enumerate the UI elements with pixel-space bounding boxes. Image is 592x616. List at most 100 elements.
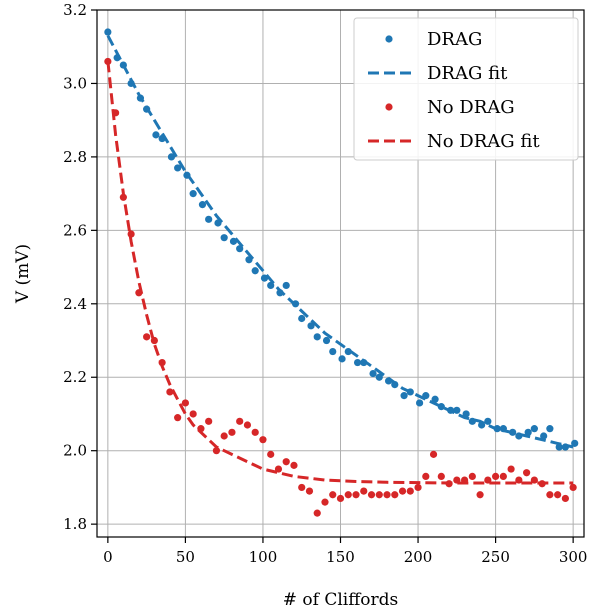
series-layer bbox=[104, 28, 579, 517]
no-drag-point bbox=[360, 487, 368, 495]
x-tick-label: 0 bbox=[103, 548, 113, 566]
x-tick-label: 300 bbox=[559, 548, 588, 566]
y-axis-label: V (mV) bbox=[13, 244, 33, 304]
no-drag-point bbox=[367, 491, 376, 499]
x-axis-label: # of Cliffords bbox=[283, 590, 399, 610]
legend-item-drag-fit: DRAG fit bbox=[368, 63, 508, 84]
no-drag-point bbox=[305, 487, 314, 495]
no-drag-point bbox=[530, 476, 538, 484]
drag-point bbox=[298, 314, 306, 323]
no-drag-point bbox=[515, 476, 523, 484]
drag-point bbox=[453, 406, 461, 414]
drag-point bbox=[431, 395, 439, 403]
no-drag-point bbox=[259, 436, 267, 444]
x-tick-label: 150 bbox=[326, 548, 355, 566]
no-drag-point bbox=[243, 421, 252, 429]
legend-label: DRAG bbox=[427, 29, 482, 50]
drag-point bbox=[540, 432, 548, 440]
drag-point bbox=[369, 369, 377, 378]
no-drag-point bbox=[406, 487, 414, 495]
no-drag-point bbox=[329, 491, 337, 499]
legend-label: No DRAG bbox=[427, 97, 515, 118]
no-drag-point bbox=[189, 410, 197, 418]
drag-point bbox=[571, 439, 579, 447]
drag-point bbox=[338, 355, 346, 363]
no-drag-point bbox=[313, 509, 321, 517]
no-drag-point bbox=[491, 472, 500, 481]
y-tick-label: 2.4 bbox=[63, 295, 87, 313]
legend-marker bbox=[385, 103, 393, 111]
no-drag-point bbox=[290, 461, 298, 469]
drag-point bbox=[198, 201, 207, 209]
y-tick-label: 2.2 bbox=[63, 368, 87, 386]
ticks: 0 50 100 150 200 250 300 1.8 2.0 2.2 2.4 2.6 2.8 3.0 3… bbox=[63, 1, 587, 566]
drag-point bbox=[415, 399, 424, 407]
no-drag-point bbox=[298, 483, 306, 492]
no-drag-point bbox=[344, 491, 352, 499]
drag-point bbox=[220, 234, 228, 242]
drag-point bbox=[104, 28, 112, 36]
no-drag-point bbox=[414, 483, 422, 492]
drag-point bbox=[174, 164, 182, 172]
no-drag-point bbox=[569, 483, 577, 492]
drag-point bbox=[329, 347, 337, 356]
drag-point bbox=[189, 190, 197, 198]
x-tick-label: 50 bbox=[176, 548, 195, 566]
no-drag-point bbox=[546, 491, 554, 499]
drag-point bbox=[313, 333, 321, 341]
no-drag-point bbox=[212, 447, 221, 455]
x-tick-label: 100 bbox=[249, 548, 278, 566]
no-drag-fit-line bbox=[106, 61, 574, 485]
no-drag-point bbox=[321, 498, 329, 506]
no-drag-point bbox=[391, 491, 399, 499]
y-tick-label: 3.2 bbox=[63, 1, 87, 19]
no-drag-point bbox=[375, 491, 383, 499]
no-drag-point bbox=[507, 465, 515, 473]
drag-point bbox=[167, 153, 176, 161]
no-drag-point bbox=[220, 432, 228, 440]
legend: DRAG DRAG fit No DRAG No DRAG fit bbox=[353, 17, 579, 161]
no-drag-point bbox=[554, 491, 562, 499]
y-tick-label: 3.0 bbox=[63, 74, 87, 92]
drag-point bbox=[530, 425, 538, 433]
y-tick-label: 2.0 bbox=[63, 442, 87, 460]
no-drag-point bbox=[205, 417, 213, 425]
drag-point bbox=[353, 358, 362, 367]
no-drag-point bbox=[174, 414, 182, 422]
no-drag-point bbox=[429, 450, 438, 458]
no-drag-point bbox=[422, 472, 430, 481]
y-tick-label: 2.8 bbox=[63, 148, 87, 166]
drag-point bbox=[462, 410, 470, 418]
legend-label: No DRAG fit bbox=[427, 131, 540, 152]
legend-item-no-drag-fit: No DRAG fit bbox=[368, 131, 540, 152]
legend-label: DRAG fit bbox=[427, 63, 508, 84]
no-drag-point bbox=[127, 230, 135, 238]
drag-point bbox=[400, 392, 408, 400]
no-drag-point bbox=[181, 399, 190, 407]
no-drag-point bbox=[383, 491, 391, 499]
drag-fit-line bbox=[106, 35, 574, 449]
legend-marker bbox=[385, 35, 393, 43]
no-drag-point bbox=[143, 333, 151, 341]
drag-point bbox=[251, 267, 259, 275]
legend-items: DRAG DRAG fit No DRAG No DRAG fit bbox=[368, 29, 540, 152]
no-drag-point bbox=[236, 417, 244, 425]
drag-point bbox=[282, 281, 290, 290]
drag-point bbox=[152, 131, 160, 139]
no-drag-point bbox=[499, 472, 507, 481]
no-drag-point bbox=[468, 472, 476, 481]
x-tick-label: 250 bbox=[481, 548, 510, 566]
drag-point bbox=[307, 322, 315, 330]
no-drag-point bbox=[228, 428, 236, 436]
drag-points bbox=[104, 28, 579, 451]
drag-point bbox=[546, 425, 554, 433]
no-drag-point bbox=[523, 469, 531, 477]
no-drag-point bbox=[398, 487, 407, 495]
drag-point bbox=[484, 417, 492, 425]
drag-point bbox=[322, 336, 331, 345]
legend-item-drag: DRAG bbox=[385, 29, 482, 50]
drag-point bbox=[205, 215, 213, 223]
y-tick-label: 1.8 bbox=[63, 515, 87, 533]
legend-box bbox=[353, 17, 579, 161]
